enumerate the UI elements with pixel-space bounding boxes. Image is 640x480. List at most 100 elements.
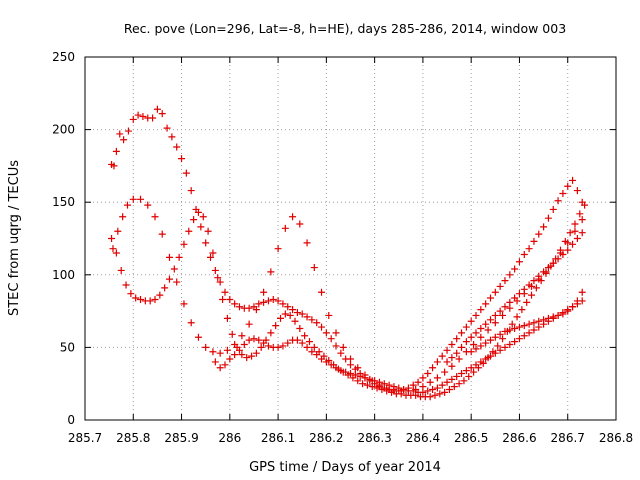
- data-point: [559, 189, 567, 197]
- data-point: [165, 275, 173, 283]
- data-point: [260, 298, 268, 306]
- data-point: [123, 201, 131, 209]
- data-point: [325, 311, 333, 319]
- data-point: [482, 355, 490, 363]
- data-point: [243, 354, 251, 362]
- data-point: [260, 288, 268, 296]
- data-point: [202, 239, 210, 247]
- data-point: [185, 227, 193, 235]
- data-point: [443, 378, 451, 386]
- data-point: [163, 124, 171, 132]
- data-point: [204, 227, 212, 235]
- data-point: [337, 349, 345, 357]
- data-point: [496, 346, 504, 354]
- data-point: [178, 155, 186, 163]
- data-point: [540, 268, 548, 276]
- data-point: [549, 205, 557, 213]
- data-points: [108, 105, 589, 401]
- data-point: [129, 195, 137, 203]
- data-point: [486, 294, 494, 302]
- x-tick-label: 285.9: [164, 431, 198, 445]
- data-point: [520, 285, 528, 293]
- data-point: [438, 381, 446, 389]
- data-point: [274, 245, 282, 253]
- data-point: [180, 240, 188, 248]
- data-point: [122, 281, 130, 289]
- data-point: [310, 264, 318, 272]
- data-point: [272, 322, 280, 330]
- data-point: [496, 330, 504, 338]
- data-point: [491, 311, 499, 319]
- data-point: [569, 303, 577, 311]
- grid-lines: [85, 57, 616, 420]
- data-point: [494, 342, 502, 350]
- data-point: [506, 298, 514, 306]
- data-point: [255, 300, 263, 308]
- data-point: [460, 377, 468, 385]
- data-point: [223, 314, 231, 322]
- x-tick-label: 286.8: [599, 431, 633, 445]
- data-point: [264, 297, 272, 305]
- data-point: [540, 223, 548, 231]
- data-point: [477, 325, 485, 333]
- data-point: [559, 250, 567, 258]
- data-point: [332, 364, 340, 372]
- data-point: [216, 364, 224, 372]
- data-point: [332, 329, 340, 337]
- data-point: [207, 253, 215, 261]
- data-point: [267, 329, 275, 337]
- data-point: [390, 383, 398, 391]
- data-point: [484, 326, 492, 334]
- x-tick-label: 285.8: [116, 431, 150, 445]
- data-point: [400, 386, 408, 394]
- data-point: [424, 387, 432, 395]
- data-point: [194, 208, 202, 216]
- data-point: [429, 386, 437, 394]
- data-point: [409, 387, 417, 395]
- data-point: [573, 235, 581, 242]
- data-point: [506, 326, 514, 334]
- data-point: [523, 298, 531, 306]
- data-point: [274, 343, 282, 351]
- data-point: [318, 323, 326, 331]
- data-point: [472, 345, 480, 353]
- data-point: [238, 351, 246, 359]
- data-point: [296, 325, 304, 333]
- data-point: [515, 323, 523, 331]
- data-point: [281, 310, 289, 318]
- data-point: [506, 271, 514, 279]
- x-tick-label: 286.7: [551, 431, 585, 445]
- data-point: [216, 278, 224, 286]
- x-tick-label: 285.7: [68, 431, 102, 445]
- data-point: [419, 374, 427, 382]
- data-point: [419, 388, 427, 396]
- data-point: [453, 372, 461, 380]
- data-point: [515, 335, 523, 343]
- data-point: [284, 339, 292, 347]
- data-point: [298, 310, 306, 318]
- data-point: [347, 355, 354, 363]
- data-point: [525, 329, 533, 337]
- data-point: [513, 313, 521, 321]
- data-point: [260, 339, 268, 347]
- data-point: [472, 361, 480, 369]
- data-point: [240, 340, 248, 348]
- data-point: [540, 316, 548, 324]
- data-point: [544, 264, 552, 272]
- data-point: [245, 320, 253, 328]
- data-point: [216, 349, 224, 357]
- data-point: [470, 340, 478, 348]
- data-point: [477, 306, 485, 314]
- data-point: [226, 295, 234, 303]
- data-point: [477, 333, 485, 341]
- data-point: [274, 297, 282, 305]
- data-point: [257, 343, 265, 351]
- data-point: [137, 195, 145, 203]
- data-point: [433, 374, 441, 382]
- data-point: [467, 317, 475, 325]
- data-point: [499, 311, 507, 319]
- data-point: [313, 319, 321, 327]
- data-point: [564, 307, 572, 315]
- data-point: [351, 371, 359, 379]
- data-point: [124, 127, 132, 135]
